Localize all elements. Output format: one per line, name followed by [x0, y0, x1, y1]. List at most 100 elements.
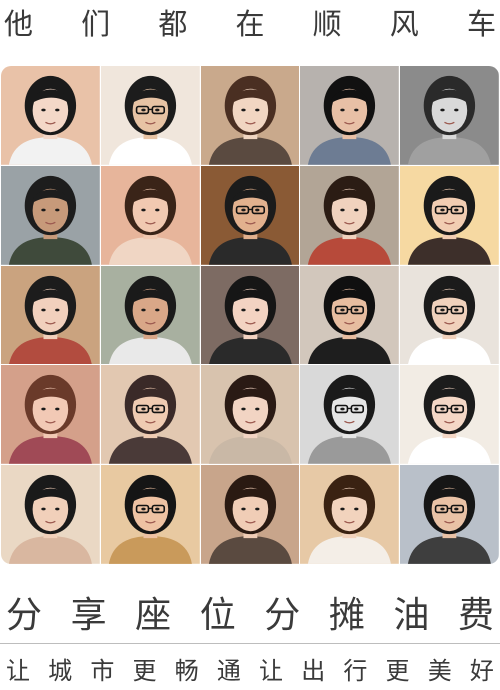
hair-fringe — [430, 488, 469, 503]
face — [232, 388, 268, 432]
shoulders — [108, 236, 192, 265]
shoulders — [308, 336, 392, 365]
eye — [340, 308, 346, 311]
eye — [340, 108, 346, 112]
portrait-image — [200, 66, 300, 165]
shoulders — [8, 536, 92, 564]
mouth — [45, 321, 56, 325]
portrait-image — [400, 465, 499, 564]
eye — [154, 507, 160, 511]
face — [232, 88, 268, 133]
mouth — [244, 421, 256, 424]
mouth — [244, 321, 256, 325]
mouth — [344, 520, 356, 524]
hair-fringe — [231, 488, 269, 503]
eye — [340, 507, 346, 511]
eye — [154, 108, 160, 112]
hair-fringe — [231, 289, 269, 304]
profile-photo — [200, 365, 300, 465]
eye — [240, 308, 246, 311]
face — [431, 88, 468, 133]
portrait-image — [100, 66, 200, 165]
title-char: 车 — [466, 7, 496, 41]
eye — [454, 407, 459, 411]
hair-fringe — [231, 89, 269, 104]
shoulders — [408, 436, 492, 465]
title-char: 们 — [81, 7, 111, 41]
eye — [240, 407, 246, 411]
face — [32, 288, 69, 332]
mouth — [244, 221, 256, 225]
face — [132, 188, 168, 232]
eye — [440, 507, 445, 511]
subtitle-char: 美 — [427, 656, 452, 685]
eye — [354, 407, 359, 411]
title-char: 风 — [389, 7, 419, 41]
portrait-image — [300, 165, 400, 265]
profile-photo — [200, 165, 300, 265]
profile-photo — [300, 165, 400, 265]
face — [431, 188, 468, 232]
face — [132, 288, 168, 332]
profile-photo — [100, 465, 200, 564]
shoulders — [8, 137, 92, 165]
face — [32, 388, 69, 432]
subtitle-char: 更 — [385, 656, 410, 685]
profile-photo — [200, 66, 300, 165]
glasses-lens — [335, 305, 349, 314]
profile-photo — [200, 465, 300, 564]
face — [32, 188, 69, 232]
eye — [240, 208, 246, 212]
glasses-lens — [450, 305, 465, 314]
eye — [454, 507, 459, 511]
eye — [55, 208, 60, 212]
portrait-image — [300, 265, 400, 365]
portrait-image — [1, 465, 100, 564]
mouth — [144, 520, 156, 524]
portrait-image — [400, 265, 499, 365]
eye — [254, 208, 260, 212]
shoulders — [208, 137, 292, 165]
eye — [154, 407, 160, 411]
shoulders — [308, 236, 392, 265]
hair-fringe — [331, 89, 369, 104]
shoulders — [8, 436, 92, 465]
hair-fringe — [331, 488, 369, 503]
subtitle-char: 行 — [343, 656, 368, 685]
glasses-lens — [450, 205, 465, 215]
title-char: 他 — [4, 7, 34, 41]
hair-fringe — [131, 289, 169, 304]
portrait-image — [200, 465, 300, 564]
glasses-lens — [450, 504, 465, 514]
eye — [55, 507, 60, 511]
eye — [41, 407, 46, 411]
shoulders — [308, 536, 392, 564]
profile-photo — [400, 66, 499, 165]
glasses-lens — [434, 504, 449, 514]
profile-photo — [300, 365, 400, 465]
portrait-image — [400, 165, 499, 265]
profile-photo — [1, 365, 100, 465]
glasses-lens — [434, 405, 449, 414]
shoulders — [208, 336, 292, 365]
title-char: 在 — [235, 7, 265, 41]
portrait-image — [200, 265, 300, 365]
hair-fringe — [231, 388, 269, 403]
subtitle-char: 市 — [90, 656, 115, 685]
shoulders — [108, 436, 192, 465]
hair-fringe — [131, 189, 169, 204]
eye — [141, 308, 146, 311]
portrait-image — [200, 365, 300, 465]
shoulders — [408, 536, 492, 564]
hair-fringe — [331, 388, 369, 403]
eye — [254, 507, 260, 511]
hair-fringe — [131, 488, 169, 503]
divider — [0, 643, 500, 644]
portrait-image — [100, 365, 200, 465]
hair-fringe — [31, 388, 70, 403]
eye — [55, 308, 60, 311]
profile-photo — [300, 465, 400, 564]
eye — [354, 108, 359, 112]
face — [332, 188, 368, 232]
eye — [354, 308, 359, 311]
